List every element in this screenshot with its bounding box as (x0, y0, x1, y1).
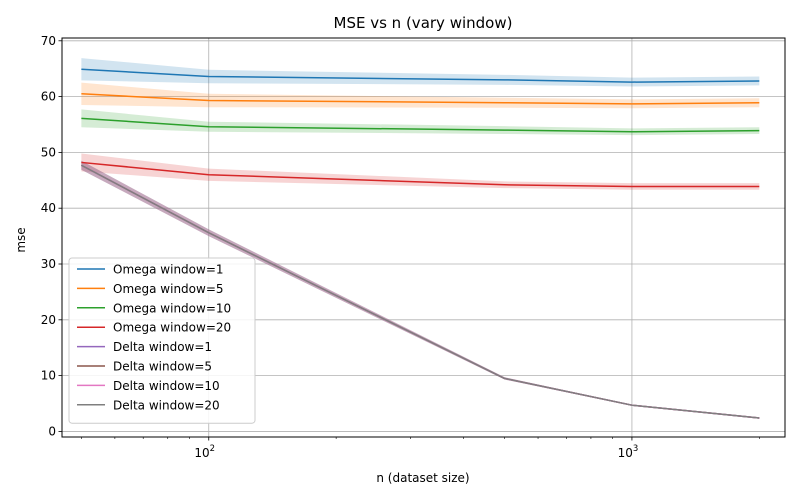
legend-label: Omega window=10 (113, 301, 231, 315)
y-tick-label: 70 (41, 34, 56, 48)
x-tick-base: 10 (618, 446, 633, 460)
legend-label: Omega window=1 (113, 263, 224, 277)
series-lines (81, 68, 760, 419)
y-tick-label: 0 (48, 424, 56, 438)
legend-label: Omega window=5 (113, 282, 224, 296)
legend: Omega window=1 Omega window=5 Omega window… (68, 257, 256, 424)
series-band (81, 82, 760, 109)
x-tick-exponent: 3 (633, 444, 638, 454)
x-tick-base: 10 (194, 446, 209, 460)
y-tick-label: 20 (41, 313, 56, 327)
series-band (81, 58, 760, 87)
series-line (81, 164, 760, 419)
x-tick-label: 102 (194, 444, 215, 460)
x-tick-label: 103 (618, 444, 639, 460)
series-band (81, 153, 760, 190)
legend-label: Delta window=1 (113, 340, 212, 354)
series-line (81, 117, 760, 133)
legend-box (68, 257, 256, 424)
series-line (81, 161, 760, 188)
legend-label: Delta window=5 (113, 360, 212, 374)
series-line (81, 93, 760, 105)
series-band (81, 109, 760, 136)
legend-label: Delta window=20 (113, 398, 220, 412)
x-tick-exponent: 2 (210, 444, 215, 454)
confidence-bands (81, 58, 760, 419)
y-tick-label: 40 (41, 201, 56, 215)
y-tick-label: 10 (41, 369, 56, 383)
series-line (81, 68, 760, 83)
y-tick-label: 30 (41, 257, 56, 271)
y-tick-label: 60 (41, 90, 56, 104)
plot-frame (61, 37, 786, 438)
y-tick-label: 50 (41, 145, 56, 159)
chart-title: MSE vs n (vary window) (334, 14, 513, 32)
legend-label: Delta window=10 (113, 379, 220, 393)
x-axis-label: n (dataset size) (376, 471, 469, 485)
y-axis-label: mse (14, 227, 28, 252)
legend-label: Omega window=20 (113, 321, 231, 335)
